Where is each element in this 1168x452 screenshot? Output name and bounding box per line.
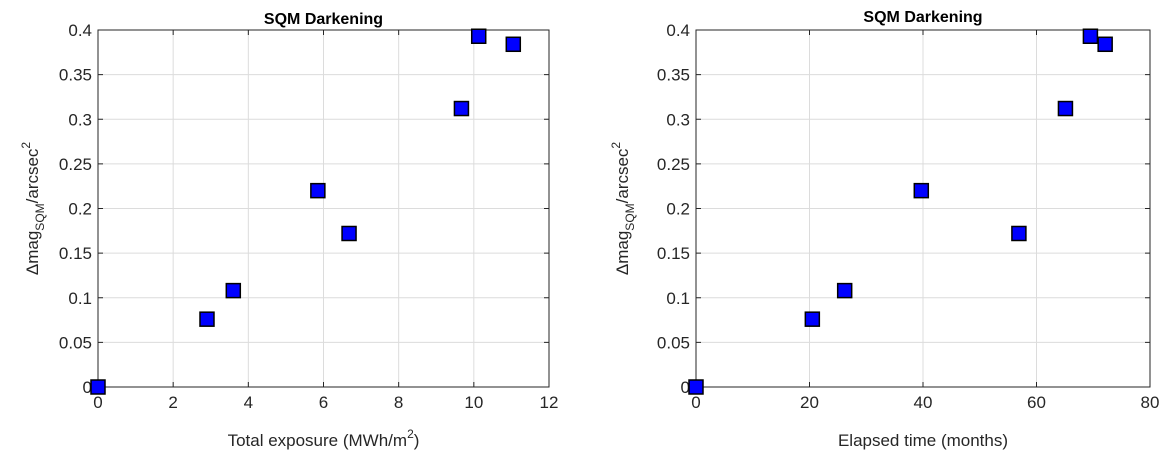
data-point [1057,100,1074,117]
y-axis-label-prefix: Δmag [613,231,632,275]
data-point [1011,225,1027,242]
y-axis-label-sub: SQM [33,203,47,230]
y-axis-label-sup: 2 [19,142,33,149]
y-axis-label: ΔmagSQM/arcsec2 [609,142,637,276]
x-axis-label-text: Elapsed time (months) [838,431,1008,450]
y-tick-label: 0.2 [666,200,690,219]
x-tick-label: 10 [464,393,483,412]
y-tick-label: 0.05 [657,333,690,352]
y-tick-label: 0.4 [68,21,92,40]
x-tick-label: 6 [319,393,328,412]
y-axis-label-sub: SQM [623,203,637,230]
chart-left: 0 2 4 6 8 10 12 0 0.05 0.1 0.15 0.2 0.25 0.3 0.35 0.4 SQ… [19,11,559,450]
data-point [505,36,522,53]
data-point [1097,36,1113,53]
y-tick-label: 0.3 [666,110,690,129]
x-tick-label: 0 [93,393,102,412]
data-point [90,379,106,395]
x-axis-label: Total exposure (MWh/m2) [228,427,420,450]
data-point [1082,28,1099,44]
chart-title: SQM Darkening [863,9,982,26]
y-tick-label: 0.4 [666,21,690,40]
chart-right-svg: 0 20 40 60 80 0 0.05 0.1 0.15 0.2 0.25 0.3 0.35 0.4 SQ… [609,9,1160,450]
x-tick-label: 80 [1141,393,1160,412]
y-tick-label: 0.25 [657,155,690,174]
x-tick-label: 4 [244,393,253,412]
data-point [341,225,357,242]
y-tick-label: 0 [83,378,92,397]
data-point [310,182,326,199]
x-tick-label: 40 [914,393,933,412]
data-point [913,182,930,199]
data-point [470,28,487,44]
chart-left-svg: 0 2 4 6 8 10 12 0 0.05 0.1 0.15 0.2 0.25 0.3 0.35 0.4 SQ… [19,11,559,450]
y-tick-label: 0.35 [59,66,92,85]
x-tick-label: 2 [168,393,177,412]
x-axis-label: Elapsed time (months) [838,431,1008,450]
y-tick-label: 0.2 [68,200,92,219]
chart-right: 0 20 40 60 80 0 0.05 0.1 0.15 0.2 0.25 0.3 0.35 0.4 SQ… [584,0,1168,452]
x-axis-label-suffix: ) [414,431,420,450]
y-tick-label: 0.15 [59,244,92,263]
data-point [225,282,242,299]
data-point [453,100,470,117]
data-point [804,311,821,327]
x-tick-label: 12 [540,393,559,412]
x-tick-label: 60 [1027,393,1046,412]
y-axis-label-prefix: Δmag [23,231,42,275]
y-tick-label: 0.25 [59,155,92,174]
x-tick-label: 0 [691,393,700,412]
chart-title: SQM Darkening [264,11,383,28]
y-tick-label: 0.1 [666,289,690,308]
x-axis-label-sup: 2 [407,427,414,441]
x-tick-label: 20 [800,393,819,412]
data-point [688,379,704,395]
data-point [836,282,853,299]
y-axis-label-sup: 2 [609,142,623,149]
data-point [199,311,215,327]
y-axis-label-mid: /arcsec [613,148,632,203]
y-tick-label: 0.1 [68,289,92,308]
y-tick-label: 0 [681,378,690,397]
x-axis-label-text: Total exposure (MWh/m [228,431,408,450]
y-tick-label: 0.15 [657,244,690,263]
x-tick-label: 8 [394,393,403,412]
y-tick-label: 0.05 [59,333,92,352]
y-axis-label: ΔmagSQM/arcsec2 [19,142,47,276]
y-axis-label-mid: /arcsec [23,148,42,203]
y-tick-label: 0.3 [68,110,92,129]
y-tick-label: 0.35 [657,66,690,85]
